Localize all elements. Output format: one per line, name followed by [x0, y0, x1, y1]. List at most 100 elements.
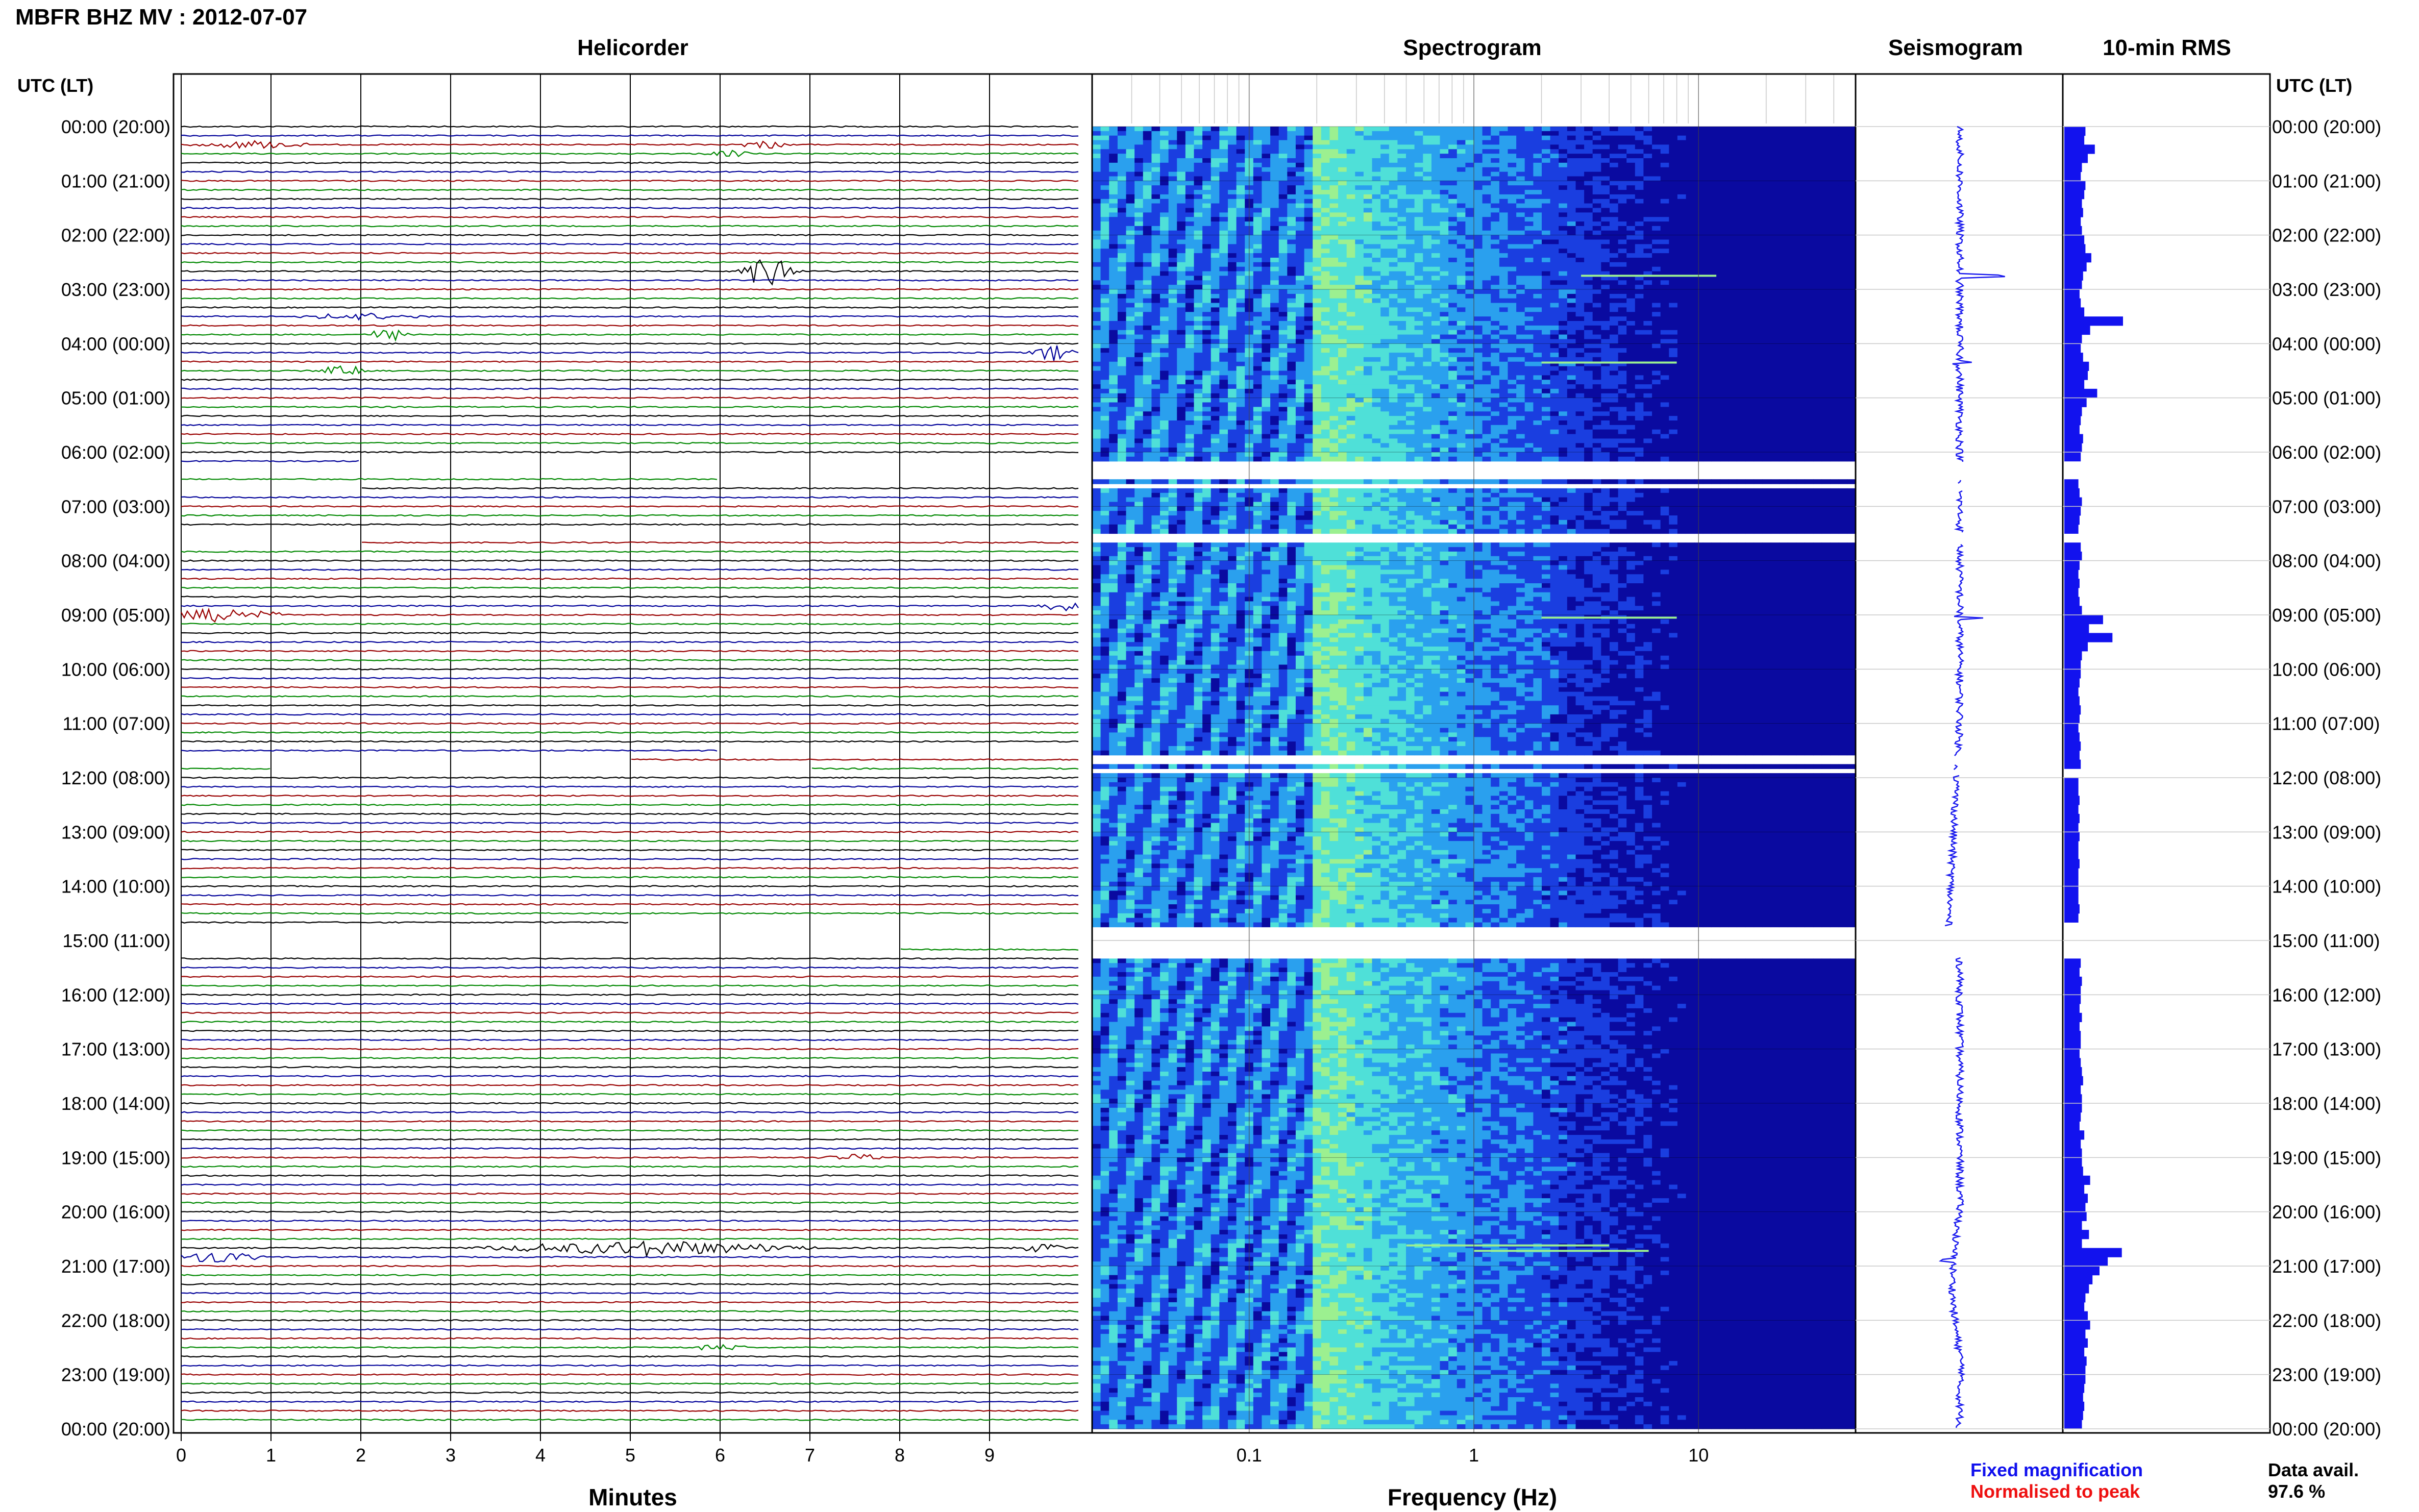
spectrogram-cell — [1542, 163, 1550, 168]
spectrogram-cell — [1610, 172, 1618, 177]
spectrogram-cell — [1211, 235, 1220, 240]
spectrogram-cell — [1779, 235, 1788, 240]
spectrogram-cell — [1533, 307, 1542, 312]
spectrogram-cell — [1813, 326, 1822, 331]
spectrogram-cell — [1643, 357, 1652, 362]
spectrogram-cell — [1304, 167, 1313, 172]
spectrogram-cell — [1228, 149, 1237, 154]
spectrogram-cell — [1397, 208, 1406, 213]
spectrogram-cell — [1118, 267, 1126, 272]
spectrogram-cell — [1262, 140, 1270, 145]
spectrogram-cell — [1355, 353, 1364, 358]
spectrogram-cell — [1677, 158, 1686, 163]
spectrogram-cell — [1677, 212, 1686, 217]
spectrogram-cell — [1406, 131, 1415, 136]
spectrogram-cell — [1626, 204, 1635, 209]
spectrogram-cell — [1262, 226, 1270, 231]
spectrogram-cell — [1771, 299, 1780, 304]
spectrogram-cell — [1533, 136, 1542, 141]
spectrogram-cell — [1126, 181, 1135, 186]
spectrogram-cell — [1779, 181, 1788, 186]
spectrogram-cell — [1160, 294, 1169, 299]
spectrogram-cell — [1796, 280, 1805, 285]
spectrogram-cell — [1423, 335, 1431, 340]
spectrogram-cell — [1813, 312, 1822, 317]
spectrogram-cell — [1270, 280, 1279, 285]
spectrogram-cell — [1745, 190, 1754, 195]
spectrogram-cell — [1652, 285, 1661, 290]
spectrogram-cell — [1253, 362, 1262, 367]
spectrogram-cell — [1720, 307, 1729, 312]
spectrogram-cell — [1389, 307, 1398, 312]
spectrogram-cell — [1686, 335, 1695, 340]
spectrogram-cell — [1711, 285, 1720, 290]
spectrogram-cell — [1839, 167, 1847, 172]
spectrogram-cell — [1219, 326, 1228, 331]
spectrogram-cell — [1134, 307, 1143, 312]
spectrogram-cell — [1287, 303, 1296, 308]
spectrogram-cell — [1584, 226, 1593, 231]
spectrogram-cell — [1296, 326, 1304, 331]
spectrogram-cell — [1584, 321, 1593, 326]
spectrogram-cell — [1202, 136, 1211, 141]
spectrogram-cell — [1186, 357, 1194, 362]
spectrogram-cell — [1101, 285, 1109, 290]
spectrogram-cell — [1228, 208, 1237, 213]
spectrogram-cell — [1729, 321, 1737, 326]
spectrogram-cell — [1745, 231, 1754, 236]
spectrogram-cell — [1618, 181, 1627, 186]
spectrogram-cell — [1169, 199, 1177, 204]
spectrogram-cell — [1754, 353, 1763, 358]
spectrogram-cell — [1813, 181, 1822, 186]
spectrogram-cell — [1237, 330, 1245, 335]
spectrogram-cell — [1737, 172, 1745, 177]
spectrogram-cell — [1304, 177, 1313, 182]
spectrogram-cell — [1279, 353, 1288, 358]
spectrogram-cell — [1796, 258, 1805, 263]
spectrogram-cell — [1584, 294, 1593, 299]
spectrogram-cell — [1279, 303, 1288, 308]
spectrogram-cell — [1279, 335, 1288, 340]
spectrogram-cell — [1194, 127, 1203, 132]
spectrogram-cell — [1465, 357, 1474, 362]
spectrogram-cell — [1703, 262, 1712, 267]
spectrogram-cell — [1321, 303, 1330, 308]
spectrogram-cell — [1737, 244, 1745, 249]
spectrogram-cell — [1601, 353, 1610, 358]
spectrogram-cell — [1754, 249, 1763, 254]
spectrogram-cell — [1321, 172, 1330, 177]
spectrogram-cell — [1729, 240, 1737, 245]
spectrogram-cell — [1711, 362, 1720, 367]
spectrogram-cell — [1847, 299, 1856, 304]
spectrogram-cell — [1661, 262, 1669, 267]
spectrogram-cell — [1847, 253, 1856, 258]
spectrogram-cell — [1380, 212, 1389, 217]
spectrogram-cell — [1720, 321, 1729, 326]
spectrogram-cell — [1397, 343, 1406, 349]
spectrogram-cell — [1593, 326, 1601, 331]
spectrogram-cell — [1830, 144, 1839, 150]
spectrogram-cell — [1550, 208, 1559, 213]
spectrogram-cell — [1431, 240, 1440, 245]
spectrogram-cell — [1237, 321, 1245, 326]
spectrogram-cell — [1118, 231, 1126, 236]
spectrogram-cell — [1347, 226, 1355, 231]
spectrogram-cell — [1406, 253, 1415, 258]
spectrogram-cell — [1101, 366, 1109, 371]
spectrogram-cell — [1652, 267, 1661, 272]
spectrogram-cell — [1652, 154, 1661, 159]
spectrogram-cell — [1508, 249, 1517, 254]
spectrogram-cell — [1584, 240, 1593, 245]
spectrogram-cell — [1397, 127, 1406, 132]
spectrogram-cell — [1406, 231, 1415, 236]
spectrogram-cell — [1601, 172, 1610, 177]
spectrogram-cell — [1703, 226, 1712, 231]
spectrogram-cell — [1228, 253, 1237, 258]
spectrogram-cell — [1101, 221, 1109, 227]
spectrogram-cell — [1253, 276, 1262, 281]
helicorder-x-tick-label: 5 — [625, 1445, 635, 1466]
spectrogram-cell — [1253, 167, 1262, 172]
spectrogram-cell — [1610, 167, 1618, 172]
spectrogram-cell — [1372, 144, 1381, 150]
spectrogram-cell — [1729, 181, 1737, 186]
